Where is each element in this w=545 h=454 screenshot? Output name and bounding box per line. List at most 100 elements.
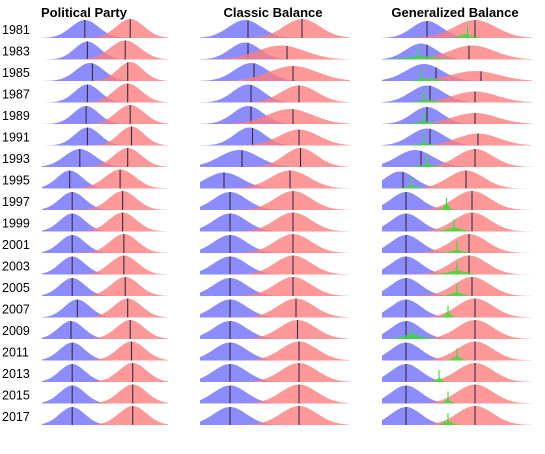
density-red-2007	[200, 298, 350, 318]
density-red-1999	[382, 212, 532, 232]
density-blue-2011	[42, 342, 168, 361]
density-blue-1987	[42, 84, 168, 103]
year-label-1991: 1991	[2, 131, 30, 145]
density-blue-2013	[200, 364, 350, 382]
panel-title-generalized-balance: Generalized Balance	[391, 5, 518, 20]
density-red-2005	[42, 277, 168, 296]
year-label-2013: 2013	[2, 367, 30, 381]
density-red-2013	[42, 363, 168, 382]
density-blue-2003	[382, 256, 532, 275]
density-blue-2001	[200, 235, 350, 253]
density-red-1987	[200, 85, 350, 103]
density-blue-2011	[200, 342, 350, 361]
ridge-panels	[42, 19, 532, 425]
panel-title-classic-balance: Classic Balance	[223, 5, 322, 20]
density-blue-2015	[42, 385, 168, 404]
density-blue-1999	[200, 213, 350, 232]
density-blue-1997	[42, 192, 168, 210]
year-label-1989: 1989	[2, 109, 30, 123]
density-blue-1987	[200, 84, 350, 103]
density-green-1985	[382, 78, 532, 81]
density-blue-2001	[382, 235, 532, 253]
density-blue-2009	[382, 321, 532, 339]
density-red-1985	[42, 62, 168, 81]
year-labels: 1981 1983 1985 1987 1989 1991 1993 1995 1997 1999…	[2, 23, 30, 424]
density-blue-2001	[42, 235, 168, 253]
density-blue-2005	[382, 278, 532, 296]
density-red-2013	[200, 363, 350, 382]
density-red-2003	[200, 255, 350, 275]
density-blue-1985	[382, 64, 532, 81]
density-blue-1989	[382, 107, 532, 124]
density-red-1989	[200, 109, 350, 124]
year-label-2009: 2009	[2, 324, 30, 338]
density-red-1997	[42, 191, 168, 210]
density-green-1999	[382, 227, 532, 232]
density-red-2015	[42, 384, 168, 404]
density-blue-1981	[42, 20, 168, 38]
year-label-1987: 1987	[2, 88, 30, 102]
density-red-1993	[200, 148, 350, 167]
panel-title-political-party: Political Party	[41, 5, 128, 20]
density-red-2011	[42, 341, 168, 361]
density-blue-2017	[42, 407, 168, 425]
density-red-1983	[382, 45, 532, 60]
density-red-2001	[42, 234, 168, 253]
density-green-1983	[382, 55, 532, 60]
density-blue-2009	[200, 321, 350, 339]
density-red-1999	[42, 212, 168, 232]
panel-generalized-balance	[382, 20, 532, 425]
density-red-2017	[42, 406, 168, 425]
density-blue-1981	[382, 21, 532, 38]
density-blue-1995	[200, 172, 350, 189]
density-green-2009	[382, 334, 532, 339]
density-red-1981	[382, 20, 532, 38]
density-red-1991	[382, 133, 532, 146]
density-red-2005	[200, 277, 350, 296]
density-blue-2003	[42, 256, 168, 275]
density-blue-1981	[200, 20, 350, 38]
density-blue-1997	[200, 192, 350, 210]
density-blue-2017	[382, 407, 532, 425]
year-label-2011: 2011	[2, 346, 29, 360]
density-blue-1999	[42, 213, 168, 232]
density-red-1995	[382, 170, 532, 189]
density-red-1981	[42, 19, 168, 38]
density-blue-1991	[42, 127, 168, 146]
density-red-1989	[382, 113, 532, 124]
density-blue-1993	[42, 149, 168, 167]
year-label-1995: 1995	[2, 174, 30, 188]
year-label-1993: 1993	[2, 152, 30, 166]
density-red-1991	[200, 129, 350, 146]
year-label-2003: 2003	[2, 260, 30, 274]
density-blue-1983	[42, 41, 168, 60]
density-green-1981	[382, 34, 532, 38]
density-blue-1983	[200, 42, 350, 60]
density-red-2009	[382, 320, 532, 339]
density-red-2003	[42, 255, 168, 275]
year-label-1999: 1999	[2, 217, 30, 231]
density-red-1997	[382, 191, 532, 210]
density-blue-2007	[382, 299, 532, 318]
density-red-2015	[382, 384, 532, 404]
density-red-1995	[42, 169, 168, 189]
density-blue-2007	[42, 299, 168, 318]
density-green-1993	[382, 164, 532, 167]
density-blue-2013	[382, 364, 532, 382]
density-red-2015	[200, 384, 350, 404]
density-red-1995	[200, 170, 350, 189]
density-blue-1997	[382, 192, 532, 210]
density-red-2007	[42, 298, 168, 318]
year-label-2017: 2017	[2, 410, 30, 424]
density-red-2017	[382, 406, 532, 425]
density-red-1997	[200, 191, 350, 210]
panel-titles: Political Party Classic Balance Generali…	[41, 5, 519, 20]
density-blue-2007	[200, 299, 350, 318]
density-blue-2003	[200, 256, 350, 275]
density-red-1987	[42, 83, 168, 103]
density-red-1993	[382, 149, 532, 167]
density-blue-1991	[382, 128, 532, 146]
density-green-1989	[382, 121, 532, 124]
density-blue-2005	[200, 278, 350, 296]
